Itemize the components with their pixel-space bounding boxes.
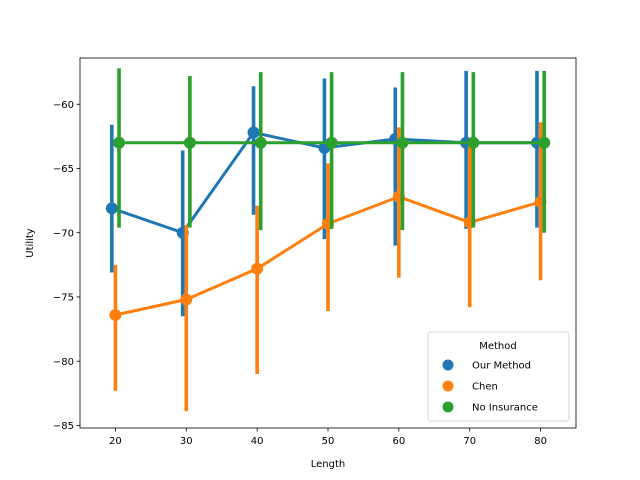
x-axis-label: Length [311, 459, 346, 470]
legend-label: Our Method [472, 361, 531, 372]
legend-marker [442, 359, 454, 371]
data-point [325, 136, 338, 149]
x-tick-label: 40 [251, 436, 264, 447]
series-no-insurance [113, 68, 551, 233]
y-tick-label: −75 [53, 293, 74, 304]
data-point [396, 136, 409, 149]
x-tick-label: 80 [534, 436, 547, 447]
plot-area [105, 68, 551, 412]
data-point [109, 308, 122, 321]
x-tick-label: 60 [392, 436, 405, 447]
legend-label: Chen [472, 382, 498, 393]
x-tick-label: 50 [322, 436, 335, 447]
x-tick-label: 30 [180, 436, 193, 447]
data-point [254, 136, 267, 149]
data-point [467, 136, 480, 149]
data-point [247, 126, 260, 139]
data-point [538, 136, 551, 149]
legend-box [427, 331, 570, 422]
data-point [183, 136, 196, 149]
legend-marker [442, 401, 454, 413]
legend: Method Our Method Chen No Insurance [427, 331, 570, 422]
data-point [180, 293, 193, 306]
y-tick-label: −65 [53, 164, 74, 175]
x-tick-label: 20 [109, 436, 122, 447]
y-tick-label: −85 [53, 421, 74, 432]
y-tick-label: −70 [53, 228, 74, 239]
series-our-method [105, 70, 543, 317]
y-axis-label: Utility [25, 228, 36, 257]
data-point [105, 202, 118, 215]
series-chen [109, 122, 547, 412]
y-tick-label: −80 [53, 357, 74, 368]
y-axis: −85 −80 −75 −70 −65 −60 [53, 100, 80, 432]
data-point [251, 262, 264, 275]
legend-marker [442, 380, 454, 392]
x-tick-label: 70 [463, 436, 476, 447]
data-point [113, 136, 126, 149]
legend-title: Method [479, 341, 517, 352]
legend-label: No Insurance [472, 403, 538, 414]
y-tick-label: −60 [53, 100, 74, 111]
x-axis: 20 30 40 50 60 70 80 [109, 428, 547, 447]
